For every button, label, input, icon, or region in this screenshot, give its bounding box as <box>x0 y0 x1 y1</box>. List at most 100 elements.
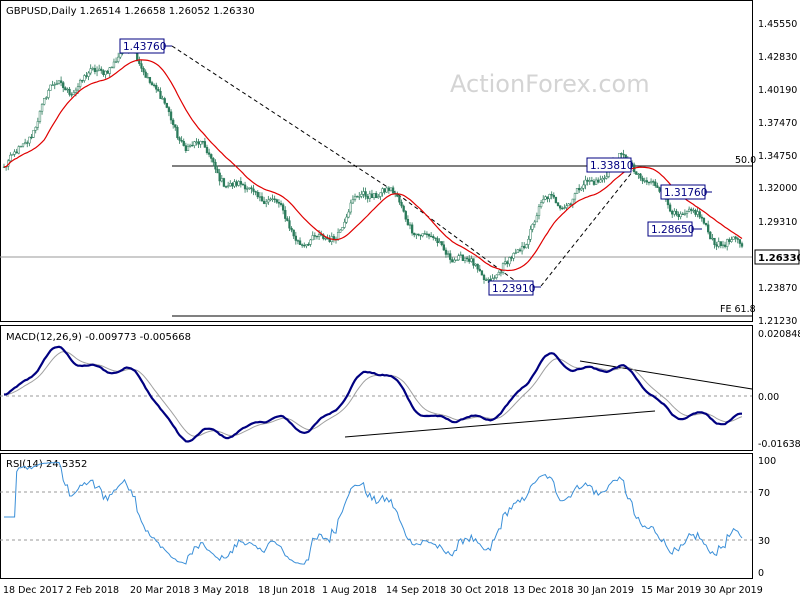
candle-body <box>518 249 522 252</box>
candle-body <box>19 145 23 148</box>
candle-body <box>673 210 676 215</box>
candle-body <box>501 263 505 273</box>
candle-body <box>294 235 297 241</box>
candle-body <box>652 181 655 183</box>
macd-tick-label: 0.00 <box>758 392 779 403</box>
candle-body <box>567 203 570 207</box>
candle-body <box>402 205 405 212</box>
candle-body <box>239 181 242 185</box>
candle-body <box>523 245 526 249</box>
candle-body <box>91 68 94 70</box>
candle-body <box>81 80 84 82</box>
price-label-text: 1.23910 <box>492 283 535 295</box>
candle-body <box>286 218 289 221</box>
candle-body <box>281 204 285 211</box>
candle-body <box>537 206 541 216</box>
candle-body <box>379 192 382 197</box>
candle-body <box>307 244 310 246</box>
candle-body <box>328 238 331 242</box>
candle-body <box>313 235 316 237</box>
candle-body <box>30 136 33 139</box>
candle-body <box>666 199 670 206</box>
candle-body <box>21 143 25 147</box>
candle-body <box>169 111 173 121</box>
candle-body <box>55 83 59 85</box>
candle-body <box>108 67 111 74</box>
candle-body <box>599 179 602 183</box>
candle-body <box>258 196 262 198</box>
candle-body <box>305 244 308 247</box>
candle-body <box>565 205 568 208</box>
candle-body <box>391 187 395 194</box>
candle-body <box>85 75 88 77</box>
date-label: 18 Jun 2018 <box>258 585 315 596</box>
candle-body <box>298 240 302 245</box>
price-tick-label: 1.21230 <box>758 316 797 327</box>
candle-body <box>117 56 120 62</box>
candle-body <box>324 238 327 240</box>
candle-body <box>360 194 363 197</box>
candle-body <box>569 203 572 205</box>
candle-body <box>658 187 661 192</box>
candle-body <box>163 98 166 104</box>
rsi-line <box>4 461 743 565</box>
candle-body <box>119 53 122 58</box>
candle-body <box>66 88 69 91</box>
candle-body <box>269 198 272 201</box>
candle-body <box>216 168 219 174</box>
candle-body <box>142 68 145 73</box>
candle-body <box>341 227 344 231</box>
candle-body <box>656 185 659 188</box>
candle-body <box>53 84 56 86</box>
candle-body <box>32 129 35 138</box>
candle-body <box>707 224 710 233</box>
candle-body <box>351 199 355 204</box>
price-label-1-33810: 1.33810 <box>586 157 633 173</box>
candle-body <box>172 119 175 125</box>
candle-body <box>76 86 80 91</box>
price-tick-label: 1.34750 <box>758 151 797 162</box>
price-label-1-28650: 1.28650 <box>647 221 702 237</box>
candle-body <box>336 232 340 240</box>
candle-body <box>343 221 346 228</box>
candle-body <box>578 187 581 191</box>
candle-body <box>654 181 657 187</box>
candle-body <box>296 240 300 242</box>
candle-body <box>277 201 281 204</box>
candle-body <box>535 215 539 223</box>
candle-body <box>715 244 718 247</box>
candle-body <box>332 236 336 240</box>
candle-body <box>366 196 369 199</box>
candle-body <box>362 191 365 195</box>
candle-body <box>152 84 156 87</box>
candle-body <box>155 85 158 90</box>
candle-body <box>262 200 266 204</box>
candle-body <box>504 261 507 264</box>
price-label-text: 1.28650 <box>651 224 694 236</box>
candle-body <box>106 70 109 74</box>
candle-body <box>484 279 488 281</box>
candle-body <box>11 154 14 156</box>
candle-body <box>180 140 183 142</box>
candle-body <box>222 178 226 187</box>
candle-body <box>292 229 295 237</box>
candle-body <box>229 183 232 187</box>
candle-body <box>95 70 99 72</box>
candle-body <box>83 75 86 81</box>
candle-body <box>594 179 598 185</box>
candle-body <box>218 172 221 182</box>
candle-body <box>719 241 723 247</box>
candle-body <box>717 241 720 247</box>
date-label: 18 Dec 2017 <box>3 585 64 596</box>
price-tick-label: 1.32000 <box>758 183 797 194</box>
candle-body <box>68 88 71 95</box>
candle-body <box>70 94 73 96</box>
date-label: 20 Mar 2018 <box>130 585 190 596</box>
candle-body <box>237 181 240 186</box>
date-label: 30 Apr 2019 <box>704 585 763 596</box>
macd-resistance-trendline <box>579 360 753 390</box>
candle-body <box>64 87 67 91</box>
candle-body <box>531 224 534 230</box>
candle-body <box>47 90 50 98</box>
candle-body <box>275 199 278 203</box>
